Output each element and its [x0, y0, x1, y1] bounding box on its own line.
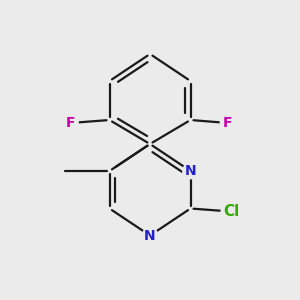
Text: N: N: [144, 229, 156, 242]
Text: N: N: [185, 164, 196, 178]
Circle shape: [220, 115, 236, 131]
Text: Cl: Cl: [223, 204, 239, 219]
Circle shape: [142, 227, 158, 244]
Text: F: F: [66, 116, 75, 130]
Circle shape: [182, 163, 199, 179]
Circle shape: [62, 115, 79, 131]
Circle shape: [220, 201, 242, 222]
Text: F: F: [223, 116, 233, 130]
